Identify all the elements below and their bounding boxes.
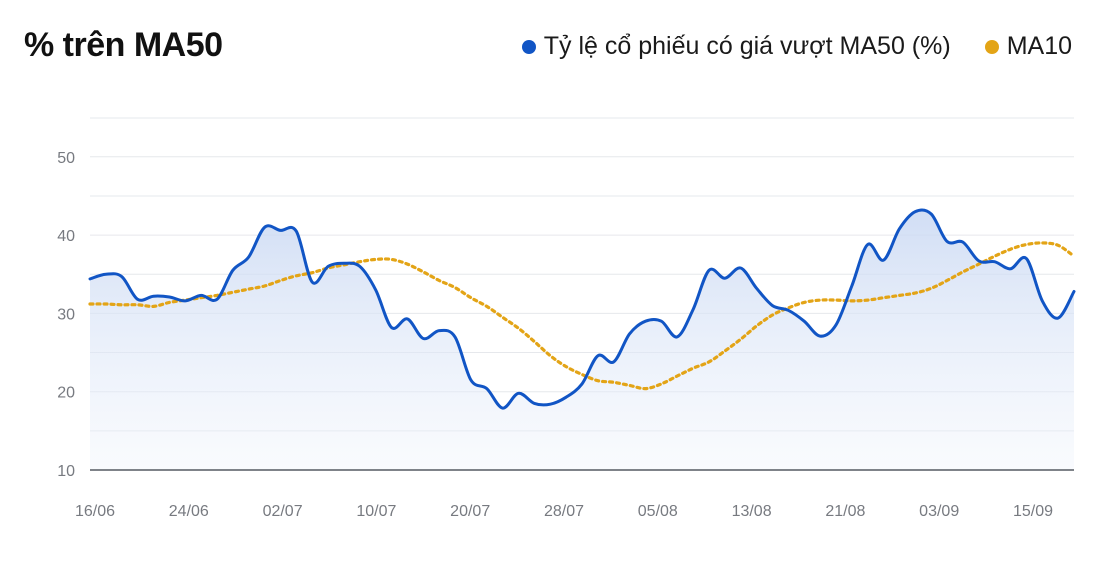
legend-dot-ratio — [521, 39, 536, 54]
x-tick-label: 24/06 — [169, 503, 209, 520]
x-tick-label: 05/08 — [638, 503, 678, 520]
ma10-series[interactable] — [88, 241, 1076, 391]
ratio-area — [90, 209, 1074, 470]
x-tick-label: 03/09 — [919, 503, 959, 520]
ratio-line — [88, 208, 1076, 410]
y-tick-label: 30 — [57, 306, 75, 323]
y-axis-ticks: 10 20 30 40 50 — [57, 150, 75, 480]
y-tick-label: 50 — [57, 150, 75, 167]
legend-dot-ma10 — [984, 39, 999, 54]
x-tick-label: 15/09 — [1013, 503, 1053, 520]
legend-item-ratio[interactable]: Tỷ lệ cổ phiếu có giá vượt MA50 (%) — [521, 32, 951, 61]
x-tick-label: 02/07 — [263, 503, 303, 520]
ratio-series[interactable] — [88, 208, 1076, 410]
y-tick-label: 20 — [57, 385, 75, 402]
legend-label-ma10: MA10 — [1006, 32, 1072, 60]
area-fill — [90, 209, 1074, 470]
x-tick-label: 10/07 — [356, 503, 396, 520]
y-tick-label: 10 — [57, 463, 75, 480]
ma10-line — [88, 241, 1076, 391]
chart-legend: Tỷ lệ cổ phiếu có giá vượt MA50 (%) MA10 — [521, 32, 1072, 61]
legend-item-ma10[interactable]: MA10 — [984, 32, 1072, 61]
x-tick-label: 20/07 — [450, 503, 490, 520]
x-tick-label: 16/06 — [75, 503, 115, 520]
chart-title: % trên MA50 — [24, 26, 223, 64]
x-axis-ticks: 16/06 24/06 02/07 10/07 20/07 28/07 05/08 13/08… — [75, 503, 1053, 520]
y-tick-label: 40 — [57, 228, 75, 245]
x-tick-label: 21/08 — [825, 503, 865, 520]
legend-label-ratio: Tỷ lệ cổ phiếu có giá vượt MA50 (%) — [543, 32, 951, 60]
x-tick-label: 28/07 — [544, 503, 584, 520]
x-tick-label: 13/08 — [732, 503, 772, 520]
